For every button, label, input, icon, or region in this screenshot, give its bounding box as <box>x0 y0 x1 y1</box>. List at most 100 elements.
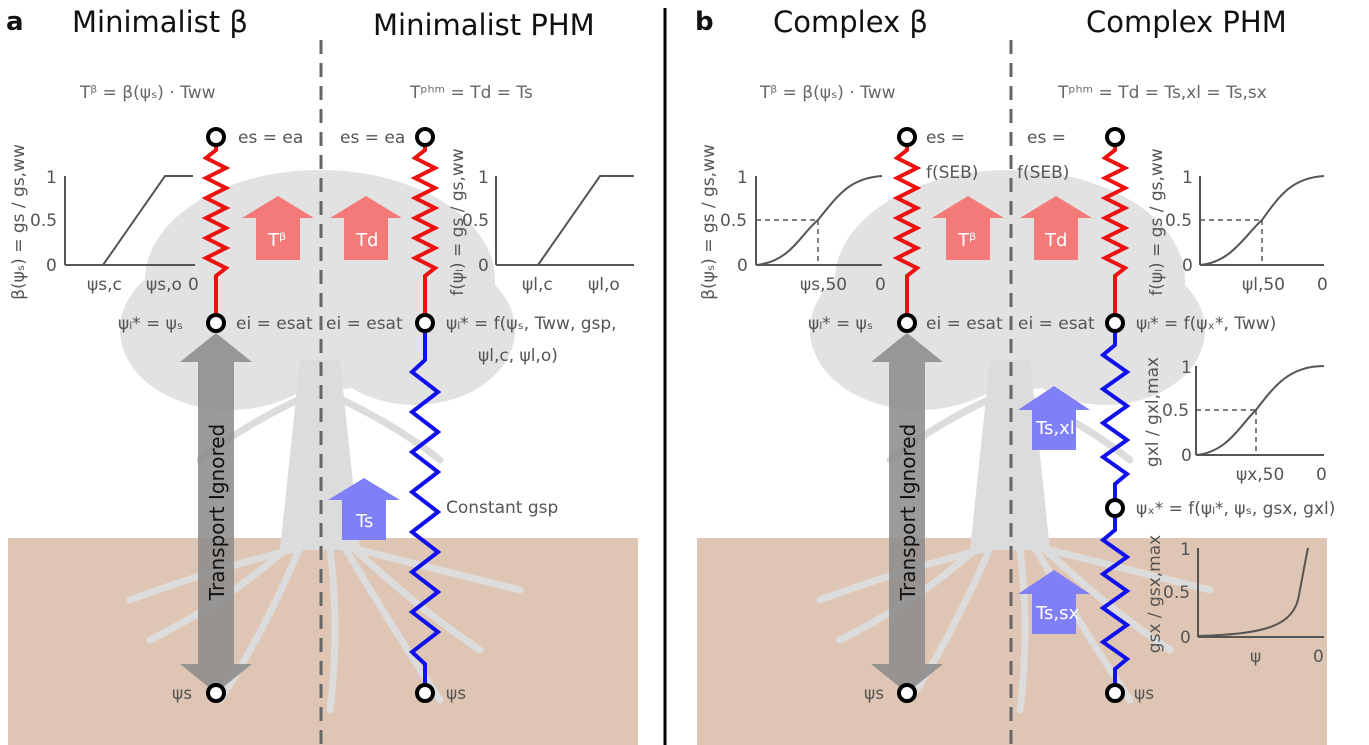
svg-text:0: 0 <box>478 256 489 276</box>
node-top-left-l1-b: es = <box>926 128 965 148</box>
svg-text:1: 1 <box>46 168 57 188</box>
node-top-right-l2-b: f(SEB) <box>1017 163 1069 183</box>
node-mid-right-b: ψₗ* = f(ψₓ*, Tww) <box>1136 314 1276 334</box>
node-mid-left-psi-b: ψₗ* = ψₛ <box>808 314 873 334</box>
title-complex-phm: Complex PHM <box>1086 5 1287 39</box>
svg-text:Ts: Ts <box>355 511 373 532</box>
svg-text:β(ψₛ) = gs / gs,ww: β(ψₛ) = gs / gs,ww <box>9 144 29 300</box>
node-bottom-left-b: ψs <box>864 684 884 704</box>
red-resistor-a-left <box>201 137 231 323</box>
svg-text:0.5: 0.5 <box>1165 211 1192 231</box>
svg-text:gsx / gsx,max: gsx / gsx,max <box>1145 535 1165 653</box>
blue-resistor-b-lower <box>1099 508 1131 693</box>
red-arrow-tbeta-b: Tᵝ <box>932 196 1004 260</box>
svg-text:0: 0 <box>1313 647 1324 667</box>
node-bottom-left-a: ψs <box>172 684 192 704</box>
svg-text:Ts,sx: Ts,sx <box>1035 603 1079 624</box>
svg-text:0: 0 <box>1182 256 1193 276</box>
svg-text:0: 0 <box>1180 628 1191 648</box>
svg-text:Tᵝ: Tᵝ <box>957 230 976 251</box>
equation-beta-b: Tᵝ = β(ψₛ) · Tww <box>759 83 896 103</box>
blue-arrow-tsxl-b: Ts,xl <box>1018 386 1090 450</box>
node-top-left-l2-b: f(SEB) <box>926 163 978 183</box>
svg-text:gxl / gxl,max: gxl / gxl,max <box>1143 357 1163 467</box>
svg-text:f(ψₗ) = gs / gs,ww: f(ψₗ) = gs / gs,ww <box>1147 148 1167 295</box>
panel-letter-a: a <box>6 7 24 37</box>
svg-text:0.5: 0.5 <box>462 211 489 231</box>
red-resistor-a-right <box>410 137 440 323</box>
svg-text:0: 0 <box>1181 446 1192 466</box>
transport-arrow-b <box>871 333 943 693</box>
red-resistor-b-left <box>892 137 922 323</box>
node-mid-right-line2-a: ψl,c, ψl,o) <box>478 346 558 366</box>
svg-text:0: 0 <box>188 275 199 295</box>
svg-text:0: 0 <box>875 275 886 295</box>
red-resistor-b-right <box>1100 137 1130 323</box>
svg-text:0: 0 <box>737 256 748 276</box>
node-top-right-label-a: es = ea <box>340 128 405 148</box>
node-circles-a <box>206 127 435 703</box>
node-bottom-right-b: ψs <box>1134 684 1154 704</box>
red-arrow-td-b: Td <box>1020 196 1092 260</box>
svg-text:0.5: 0.5 <box>1162 401 1189 421</box>
node-bottom-right-a: ψs <box>446 684 466 704</box>
svg-text:0.5: 0.5 <box>720 211 747 231</box>
plot-beta-minimalist: 1 0.5 0 ψs,c ψs,o 0 β(ψₛ) = gs / gs,ww <box>9 144 199 300</box>
panel-letter-b: b <box>695 7 714 37</box>
red-arrow-td-a: Td <box>330 196 402 260</box>
plot-gxl-complex: 1 0.5 0 ψx,50 0 gxl / gxl,max <box>1143 357 1327 485</box>
plot-f-minimalist: 1 0.5 0 ψl,c ψl,o f(ψₗ) = gs / gs,ww <box>448 148 634 296</box>
svg-text:ψs,o: ψs,o <box>146 275 182 295</box>
svg-text:Tᵝ: Tᵝ <box>267 230 286 251</box>
node-mid-left-psi-a: ψₗ* = ψₛ <box>118 314 183 334</box>
svg-text:ψ: ψ <box>1250 647 1261 667</box>
svg-text:Td: Td <box>1044 230 1067 251</box>
svg-text:1: 1 <box>1180 540 1191 560</box>
node-x-right-b: ψₓ* = f(ψₗ*, ψₛ, gsx, gxl) <box>1136 499 1335 519</box>
equation-phm-a: Tᵖʰᵐ = Td = Ts <box>409 83 533 103</box>
transport-label-a: Transport Ignored <box>205 424 229 602</box>
node-mid-ei-right-a: ei = esat <box>326 314 403 334</box>
node-mid-ei-left-a: ei = esat <box>236 314 313 334</box>
svg-text:Ts,xl: Ts,xl <box>1035 418 1075 439</box>
svg-text:1: 1 <box>1181 358 1192 378</box>
svg-text:1: 1 <box>1182 168 1193 188</box>
svg-text:ψl,o: ψl,o <box>588 275 620 295</box>
soil-layer-a <box>8 538 638 745</box>
node-mid-ei-left-b: ei = esat <box>926 314 1003 334</box>
svg-text:0: 0 <box>1317 275 1328 295</box>
red-arrow-tbeta-a: Tᵝ <box>242 196 314 260</box>
equation-phm-b: Tᵖʰᵐ = Td = Ts,xl = Ts,sx <box>1057 83 1267 103</box>
svg-text:ψs,50: ψs,50 <box>800 275 847 295</box>
node-top-right-l1-b: es = <box>1027 128 1066 148</box>
title-complex-beta: Complex β <box>773 5 928 39</box>
blue-arrow-tssx-b: Ts,sx <box>1018 570 1090 634</box>
svg-text:ψl,50: ψl,50 <box>1242 275 1285 295</box>
transport-arrow-a <box>180 333 252 693</box>
transport-label-b: Transport Ignored <box>896 424 920 602</box>
title-minimalist-phm: Minimalist PHM <box>373 8 595 42</box>
blue-resistor-a-right <box>408 323 442 693</box>
svg-text:ψl,c: ψl,c <box>522 275 553 295</box>
svg-text:0: 0 <box>1316 465 1327 485</box>
svg-text:0.5: 0.5 <box>30 211 57 231</box>
plot-gsx-complex: 1 0.5 0 ψ 0 gsx / gsx,max <box>1145 535 1324 667</box>
title-minimalist-beta: Minimalist β <box>72 5 248 39</box>
svg-text:ψx,50: ψx,50 <box>1236 465 1284 485</box>
svg-text:0: 0 <box>46 256 57 276</box>
svg-text:f(ψₗ) = gs / gs,ww: f(ψₗ) = gs / gs,ww <box>448 148 468 295</box>
equation-beta-a: Tᵝ = β(ψₛ) · Tww <box>79 83 216 103</box>
node-mid-right-line1-a: ψₗ* = f(ψₛ, Tww, gsp, <box>446 314 617 334</box>
blue-resistor-b-upper <box>1099 323 1131 508</box>
node-mid-ei-right-b: ei = esat <box>1018 314 1095 334</box>
node-top-left-label-a: es = ea <box>238 128 303 148</box>
blue-arrow-ts-a: Ts <box>328 478 400 540</box>
svg-text:ψs,c: ψs,c <box>87 275 122 295</box>
plot-beta-complex: 1 0.5 0 ψs,50 0 β(ψₛ) = gs / gs,ww <box>699 144 886 300</box>
constant-gsp-label: Constant gsp <box>446 498 558 518</box>
svg-text:β(ψₛ) = gs / gs,ww: β(ψₛ) = gs / gs,ww <box>699 144 719 300</box>
svg-text:1: 1 <box>737 168 748 188</box>
node-circles-b <box>897 127 1125 703</box>
plot-f-complex: 1 0.5 0 ψl,50 0 f(ψₗ) = gs / gs,ww <box>1147 148 1328 295</box>
